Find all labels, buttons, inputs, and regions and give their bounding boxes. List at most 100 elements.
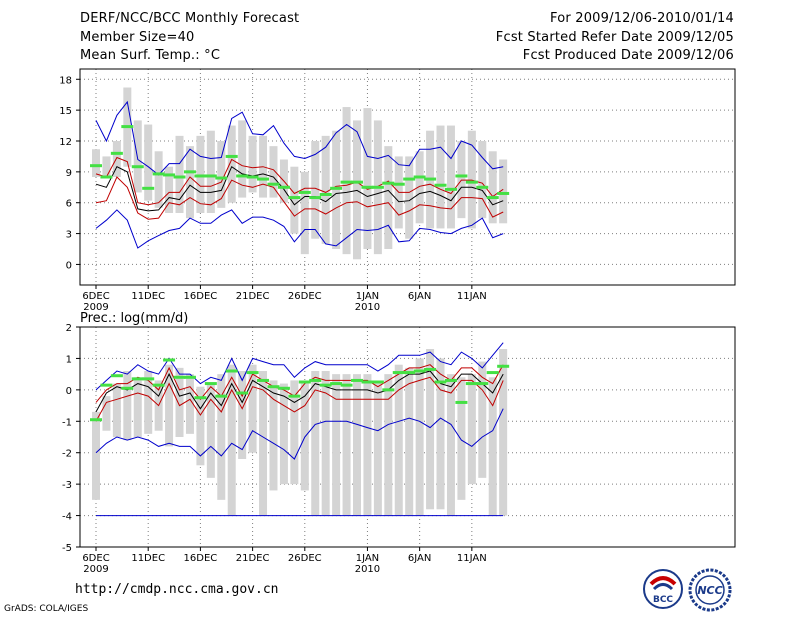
temp-range-bar — [112, 141, 121, 177]
prec-observed-marker — [413, 369, 426, 373]
prec-range-bar — [279, 383, 288, 485]
temp-observed-marker — [163, 173, 176, 177]
bcc-logo: BCC — [642, 568, 684, 614]
temp-observed-marker — [173, 175, 186, 179]
prec-range-bar — [426, 349, 435, 510]
temp-x-year-label: 2010 — [355, 302, 380, 313]
prec-observed-marker — [121, 386, 134, 390]
prec-x-tick-label: 11DEC — [131, 553, 165, 564]
temp-observed-marker — [382, 181, 395, 185]
prec-y-tick-label: -3 — [62, 480, 72, 491]
temp-observed-marker — [246, 175, 259, 179]
prec-range-bar — [175, 367, 184, 437]
temp-observed-marker — [361, 185, 374, 189]
temp-y-tick-label: 3 — [66, 230, 72, 241]
prec-range-bar — [238, 371, 247, 459]
temp-range-bar — [144, 124, 153, 201]
temp-range-bar — [384, 146, 393, 249]
forecast-produced-date: Fcst Produced Date 2009/12/06 — [522, 48, 734, 63]
temp-line-ensemble-mean — [95, 165, 504, 212]
prec-observed-marker — [361, 380, 374, 384]
temp-range-bar — [217, 141, 226, 208]
footer-url[interactable]: http://cmdp.ncc.cma.gov.cn — [75, 582, 279, 597]
prec-range-bar — [227, 364, 236, 516]
temp-range-bar — [311, 141, 320, 239]
temp-observed-marker — [340, 180, 353, 184]
temp-range-bar — [342, 107, 351, 255]
prec-observed-marker — [110, 374, 123, 378]
prec-range-bar — [269, 380, 278, 491]
prec-observed-marker — [277, 386, 290, 390]
prec-range-bar — [499, 349, 508, 516]
prec-observed-marker — [215, 394, 228, 398]
prec-observed-marker — [476, 382, 489, 386]
prec-x-tick-label: 6DEC — [82, 553, 109, 564]
temp-line-lower-outer — [95, 209, 504, 249]
prec-observed-marker — [455, 400, 468, 404]
prec-observed-marker — [434, 380, 447, 384]
temp-observed-marker — [434, 183, 447, 187]
temp-range-bar — [353, 120, 361, 260]
temp-range-bar — [488, 151, 497, 224]
temp-range-bar — [446, 125, 455, 229]
temp-observed-marker — [215, 176, 228, 180]
prec-observed-marker — [204, 382, 217, 386]
temp-observed-marker — [392, 182, 405, 186]
prec-observed-marker — [340, 383, 353, 387]
prec-range-bar — [457, 377, 466, 500]
temp-y-tick-label: 6 — [66, 199, 72, 210]
prec-range-bar — [206, 383, 215, 478]
temp-observed-marker — [309, 196, 322, 200]
temp-observed-marker — [236, 174, 249, 178]
prec-observed-marker — [142, 377, 155, 381]
temp-observed-marker — [288, 196, 301, 200]
prec-range-bar — [144, 371, 153, 434]
prec-line-lower-inner — [95, 376, 504, 422]
prec-x-year-label: 2010 — [355, 564, 380, 575]
temp-range-bar — [102, 156, 111, 177]
prec-observed-marker — [351, 378, 363, 382]
temp-observed-marker — [110, 151, 123, 155]
temp-plot-frame — [79, 68, 736, 286]
temp-observed-marker — [257, 177, 270, 181]
prec-range-bar — [405, 367, 414, 516]
temp-observed-marker — [298, 190, 311, 194]
prec-range-bar — [353, 374, 361, 516]
temp-range-bar — [457, 141, 466, 219]
temp-x-tick-label: 1JAN — [356, 291, 379, 302]
temp-y-tick-label: 12 — [59, 137, 72, 148]
temp-range-bar — [227, 125, 236, 203]
prec-range-bar — [467, 374, 476, 485]
temp-x-tick-label: 6JAN — [408, 291, 431, 302]
temp-observed-marker — [204, 174, 217, 178]
temp-y-tick-label: 9 — [66, 168, 72, 179]
temp-line-lower-inner — [95, 176, 504, 220]
temp-observed-marker — [142, 186, 155, 190]
prec-range-bar — [436, 358, 445, 510]
temp-observed-marker — [277, 185, 290, 189]
temp-observed-marker — [476, 185, 489, 189]
prec-observed-marker — [194, 396, 207, 400]
temp-x-tick-label: 21DEC — [236, 291, 270, 302]
temp-range-bar — [405, 156, 414, 239]
prec-range-bar — [165, 364, 174, 447]
temp-x-tick-label: 26DEC — [288, 291, 322, 302]
temp-observed-marker — [403, 177, 416, 181]
bcc-logo-text: BCC — [653, 595, 673, 605]
ncc-logo-text: NCC — [697, 584, 722, 597]
temp-observed-marker — [131, 165, 144, 169]
temp-observed-marker — [455, 174, 468, 178]
temp-observed-marker — [100, 175, 113, 179]
prec-x-tick-label: 21DEC — [236, 553, 270, 564]
prec-x-tick-label: 1JAN — [356, 553, 379, 564]
prec-observed-marker — [183, 375, 196, 379]
temp-observed-marker — [121, 125, 134, 129]
prec-observed-marker — [497, 364, 510, 368]
prec-x-tick-label: 11JAN — [457, 553, 487, 564]
prec-range-bar — [488, 377, 497, 516]
prec-range-bar — [92, 411, 100, 500]
prec-range-bar — [259, 371, 268, 516]
temp-y-tick-label: 0 — [66, 260, 72, 271]
temp-range-bar — [478, 141, 487, 219]
